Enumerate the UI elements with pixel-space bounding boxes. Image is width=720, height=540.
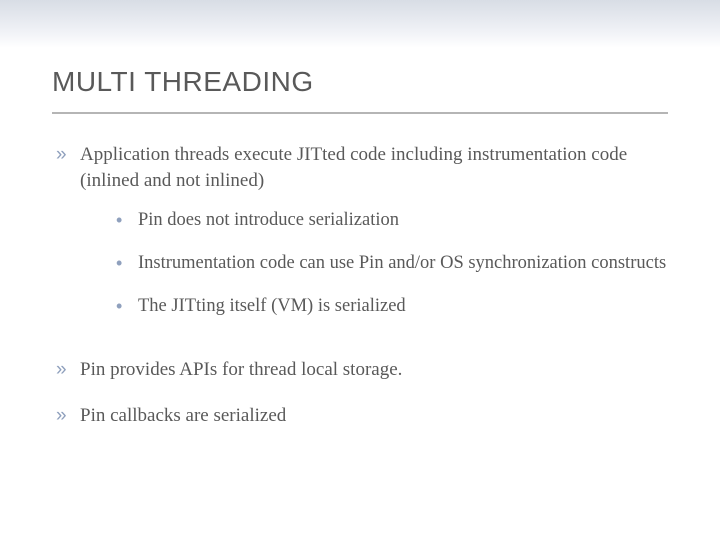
title-underline — [52, 112, 668, 114]
list-item-text: Pin callbacks are serialized — [80, 405, 286, 426]
list-item: • Instrumentation code can use Pin and/o… — [116, 251, 668, 276]
list-item-text: The JITting itself (VM) is serialized — [138, 294, 406, 319]
list-item-text: Application threads execute JITted code … — [80, 144, 627, 191]
list-item: » Pin provides APIs for thread local sto… — [56, 357, 668, 383]
list-item: • The JITting itself (VM) is serialized — [116, 294, 668, 319]
chevron-icon: » — [56, 142, 80, 168]
list-item-text: Instrumentation code can use Pin and/or … — [138, 251, 666, 276]
slide-title: MULTI THREADING — [52, 66, 668, 98]
list-item-text: Pin provides APIs for thread local stora… — [80, 359, 402, 380]
list-item: • Pin does not introduce serialization — [116, 208, 668, 233]
chevron-icon: » — [56, 403, 80, 429]
slide-content: MULTI THREADING » Application threads ex… — [0, 48, 720, 429]
list-item-text: Pin does not introduce serialization — [138, 208, 399, 233]
bullet-list: » Application threads execute JITted cod… — [52, 142, 668, 429]
dot-icon: • — [116, 251, 138, 276]
list-item: » Application threads execute JITted cod… — [56, 142, 668, 337]
sub-bullet-list: • Pin does not introduce serialization •… — [80, 208, 668, 319]
dot-icon: • — [116, 294, 138, 319]
chevron-icon: » — [56, 357, 80, 383]
dot-icon: • — [116, 208, 138, 233]
list-item: » Pin callbacks are serialized — [56, 403, 668, 429]
top-gradient-band — [0, 0, 720, 48]
